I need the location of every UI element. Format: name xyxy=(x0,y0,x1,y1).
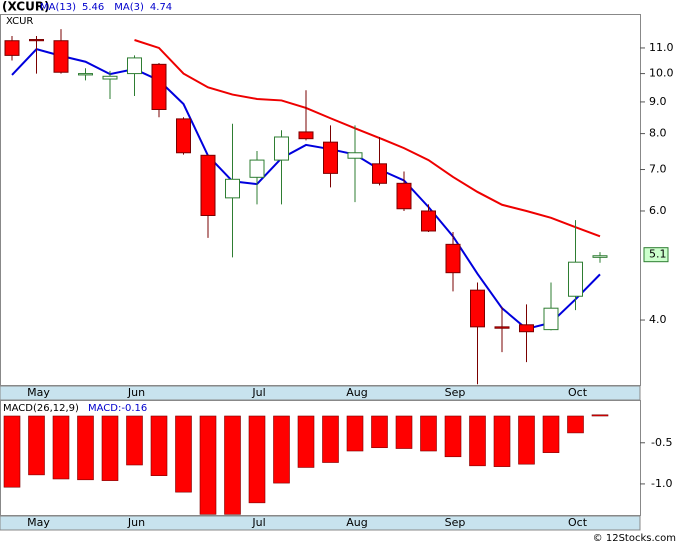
candle-body xyxy=(347,152,363,159)
legend-value: 5.46 xyxy=(82,2,104,13)
x-tick-label: May xyxy=(27,386,50,399)
candle-body xyxy=(151,63,167,111)
candle-body xyxy=(53,40,69,73)
x-tick-label: Aug xyxy=(346,386,367,399)
macd-value: MACD:-0.16 xyxy=(88,403,147,414)
last-price-box xyxy=(643,247,669,263)
macd-bar xyxy=(420,415,437,452)
candle-body xyxy=(494,326,510,329)
macd-bar xyxy=(518,415,535,465)
candle-body xyxy=(421,210,436,232)
macd-bar xyxy=(150,415,168,476)
candle-body xyxy=(102,75,118,80)
x-tick-label: Aug xyxy=(346,516,367,529)
x-tick-label: May xyxy=(27,516,50,529)
macd-bar xyxy=(567,415,584,434)
copyright: © 12Stocks.com xyxy=(593,533,676,544)
candle-body xyxy=(323,141,338,174)
macd-bar xyxy=(542,415,560,453)
macd-bar xyxy=(224,415,241,515)
macd-bar xyxy=(101,415,119,481)
legend-symbol: XCUR xyxy=(6,16,33,27)
candle-body xyxy=(372,163,387,184)
candle-body xyxy=(127,57,142,75)
candle-body xyxy=(78,73,93,76)
candle-body xyxy=(274,136,289,161)
y-tick-label: -1.0 xyxy=(651,477,672,490)
y-tick-label: 4.0 xyxy=(649,313,667,326)
x-tick-label: Oct xyxy=(568,516,588,529)
candle-body xyxy=(519,324,534,333)
macd-bar xyxy=(322,415,339,463)
y-tick-label: -0.5 xyxy=(651,436,672,449)
x-tick-label: Sep xyxy=(445,516,466,529)
macd-title: MACD(26,12,9) xyxy=(3,403,79,414)
macd-bar xyxy=(77,415,94,481)
last-price-label: 5.1 xyxy=(649,248,667,261)
candle-body xyxy=(543,307,559,331)
x-tick-label: Sep xyxy=(445,386,466,399)
macd-bar xyxy=(444,415,462,458)
legend-value: 4.74 xyxy=(150,2,172,13)
candle-body xyxy=(249,159,265,178)
candle-body xyxy=(4,40,20,56)
macd-bar xyxy=(469,415,486,467)
date-band xyxy=(0,385,641,401)
y-tick-label: 6.0 xyxy=(649,204,667,217)
x-tick-label: Jun xyxy=(127,386,145,399)
x-tick-label: Jun xyxy=(127,516,145,529)
candle-body xyxy=(396,182,412,210)
macd-bar xyxy=(126,415,143,466)
legend-name: MA(3) xyxy=(114,2,144,13)
macd-bar xyxy=(297,415,315,468)
macd-bar xyxy=(273,415,290,484)
macd-bar xyxy=(346,415,364,452)
macd-bar xyxy=(395,415,413,449)
candle-body xyxy=(592,255,608,258)
candle-body xyxy=(29,39,44,42)
candle-body xyxy=(445,243,461,274)
y-tick-label: 9.0 xyxy=(649,95,667,108)
x-tick-label: Jul xyxy=(251,516,265,529)
candle-body xyxy=(470,289,485,328)
candle-body xyxy=(225,178,240,199)
macd-bar xyxy=(493,415,511,467)
ma-line xyxy=(134,39,601,238)
macd-bar xyxy=(248,415,266,504)
candle-body xyxy=(298,131,314,140)
macd-bar xyxy=(28,415,45,476)
macd-bar xyxy=(3,415,21,488)
macd-bar xyxy=(199,415,217,515)
legend-name: MA(13) xyxy=(40,2,76,13)
macd-bar xyxy=(52,415,70,480)
date-band xyxy=(0,515,641,531)
x-tick-label: Oct xyxy=(568,386,588,399)
chart-title: (XCUR) xyxy=(2,0,50,14)
y-tick-label: 7.0 xyxy=(649,163,667,176)
x-tick-label: Jul xyxy=(251,386,265,399)
y-tick-label: 10.0 xyxy=(649,67,674,80)
macd-bar xyxy=(371,415,388,449)
macd-bar xyxy=(591,414,609,417)
macd-bar xyxy=(175,415,192,493)
candle-body xyxy=(200,154,216,216)
y-tick-label: 8.0 xyxy=(649,127,667,140)
y-tick-label: 11.0 xyxy=(649,41,674,54)
candle-body xyxy=(176,118,191,154)
candle-body xyxy=(568,261,583,297)
